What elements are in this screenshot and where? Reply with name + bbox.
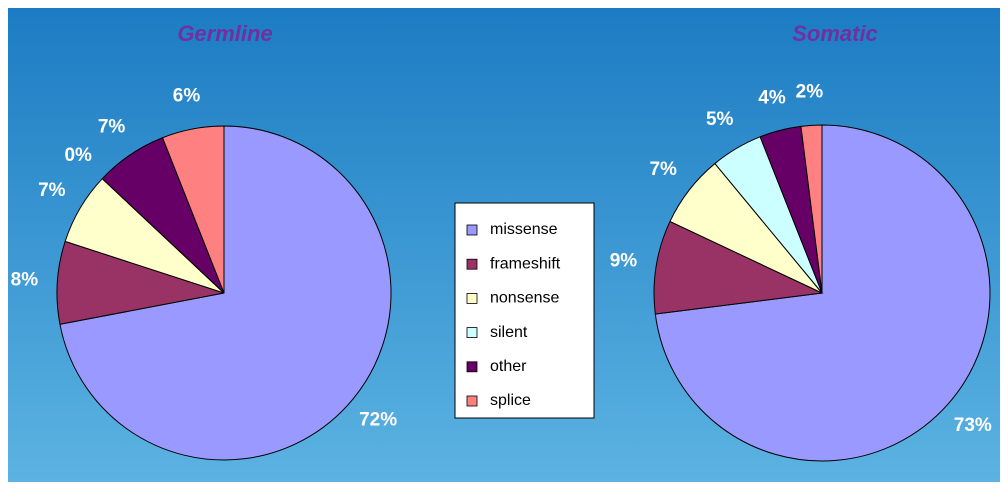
pie-slice <box>161 125 225 294</box>
pie-slice <box>59 125 392 461</box>
slice-label: 8% <box>11 269 39 290</box>
legend-label: missense <box>490 221 558 238</box>
slice-label: 7% <box>38 180 66 201</box>
legend-swatch <box>466 292 478 304</box>
legend-swatch <box>466 258 478 270</box>
chart-title: Germline <box>177 21 272 46</box>
slice-label: 0% <box>64 145 92 166</box>
legend-label: other <box>490 358 527 375</box>
slice-label: 72% <box>359 410 397 431</box>
legend-label: splice <box>490 392 531 409</box>
slice-label: 73% <box>954 415 992 436</box>
legend-swatch <box>466 361 478 373</box>
slice-label: 9% <box>610 251 638 272</box>
legend-swatch <box>466 395 478 407</box>
slice-label: 7% <box>98 117 126 138</box>
legend-box <box>454 202 595 419</box>
slice-label: 2% <box>796 81 824 102</box>
legend-label: silent <box>490 324 528 341</box>
legend-swatch <box>466 224 478 236</box>
legend-swatch <box>466 327 478 339</box>
slice-label: 7% <box>649 159 677 180</box>
legend-label: nonsense <box>490 290 559 307</box>
slice-label: 6% <box>173 86 201 107</box>
slice-label: 5% <box>706 109 734 130</box>
pie-slice <box>800 124 823 294</box>
pie-slice <box>653 220 824 315</box>
slice-label: 4% <box>758 87 786 108</box>
legend-label: frameshift <box>490 255 561 272</box>
chart-title: Somatic <box>792 21 878 46</box>
